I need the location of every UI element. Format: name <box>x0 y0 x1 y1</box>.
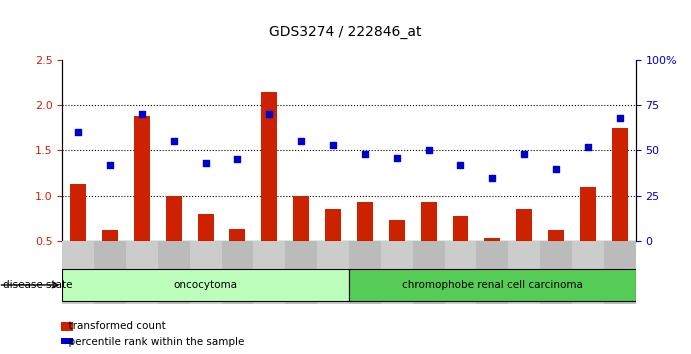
Point <box>104 162 115 168</box>
Bar <box>166 195 182 241</box>
Bar <box>413 241 444 304</box>
Bar <box>516 209 532 241</box>
Bar <box>198 213 214 241</box>
Bar <box>94 241 126 304</box>
Bar <box>102 230 118 241</box>
Bar <box>158 241 189 304</box>
Bar <box>70 184 86 241</box>
Bar <box>62 241 94 304</box>
Bar <box>134 116 150 241</box>
Bar <box>325 209 341 241</box>
Bar <box>612 128 627 241</box>
Bar <box>229 229 245 241</box>
Point <box>264 112 275 117</box>
Bar <box>357 202 373 241</box>
Point <box>486 175 498 180</box>
Point <box>296 138 307 144</box>
Point <box>232 156 243 162</box>
Text: GDS3274 / 222846_at: GDS3274 / 222846_at <box>269 25 422 39</box>
Point <box>423 148 434 153</box>
Bar <box>222 241 254 304</box>
Bar <box>261 92 277 241</box>
Bar <box>484 238 500 241</box>
Point <box>136 112 147 117</box>
Text: percentile rank within the sample: percentile rank within the sample <box>62 337 245 347</box>
Bar <box>572 241 604 304</box>
Bar <box>349 241 381 304</box>
Bar <box>604 241 636 304</box>
Point <box>359 151 370 157</box>
Point <box>583 144 594 150</box>
Bar <box>453 216 468 241</box>
Bar <box>509 241 540 304</box>
Bar <box>444 241 476 304</box>
Bar <box>293 195 309 241</box>
Point <box>519 151 530 157</box>
FancyBboxPatch shape <box>349 269 636 301</box>
Bar <box>580 187 596 241</box>
Bar <box>540 241 572 304</box>
Point <box>614 115 625 121</box>
Bar <box>476 241 509 304</box>
Point <box>551 166 562 171</box>
Bar <box>189 241 222 304</box>
Point <box>168 138 179 144</box>
Point <box>391 155 402 160</box>
Bar <box>254 241 285 304</box>
Text: oncocytoma: oncocytoma <box>173 280 238 290</box>
Bar <box>285 241 317 304</box>
Text: chromophobe renal cell carcinoma: chromophobe renal cell carcinoma <box>402 280 583 290</box>
Point <box>455 162 466 168</box>
Text: disease state: disease state <box>3 280 73 290</box>
Bar <box>126 241 158 304</box>
Bar <box>389 220 405 241</box>
FancyBboxPatch shape <box>62 269 349 301</box>
Bar <box>317 241 349 304</box>
Text: transformed count: transformed count <box>62 321 166 331</box>
Bar <box>381 241 413 304</box>
Point <box>73 130 84 135</box>
Point <box>200 160 211 166</box>
Bar <box>548 230 564 241</box>
Point <box>328 142 339 148</box>
Bar <box>421 202 437 241</box>
